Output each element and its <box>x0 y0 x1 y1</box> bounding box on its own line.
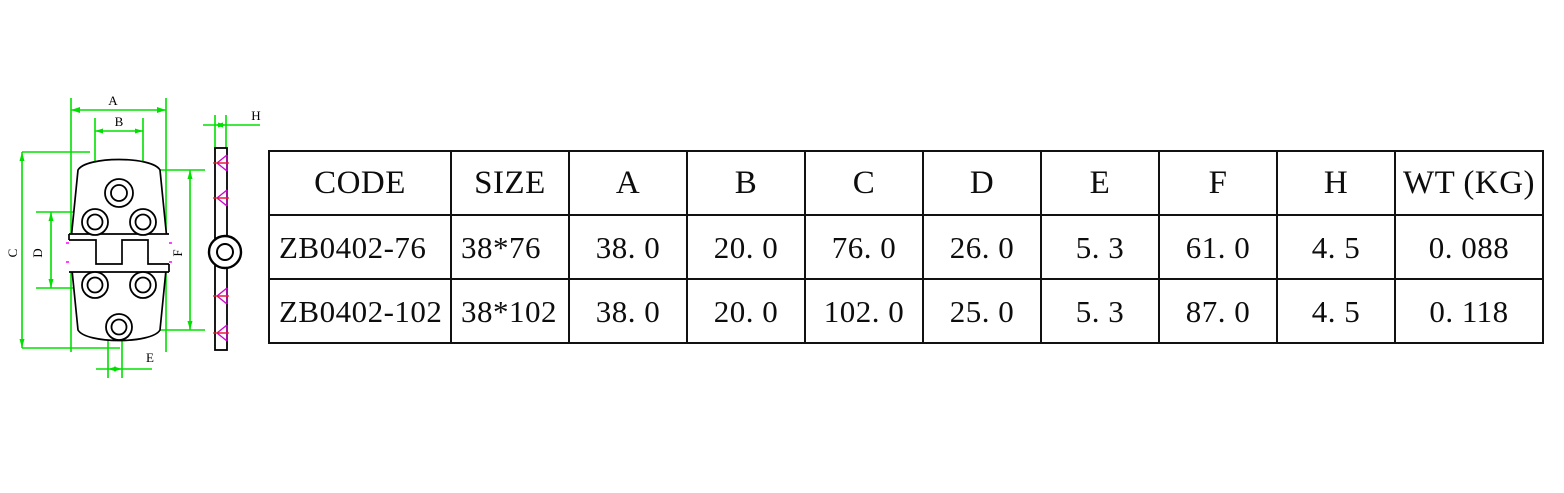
cell-code: ZB0402-102 <box>268 278 452 344</box>
cell-size: 38*76 <box>450 214 570 280</box>
cell-a: 38. 0 <box>568 214 688 280</box>
dimension-label-e: E <box>146 350 154 365</box>
cell-f: 87. 0 <box>1158 278 1278 344</box>
dimension-labels: A B C D E F H <box>5 93 261 365</box>
hinge-knuckle-front <box>68 233 170 273</box>
cell-d: 26. 0 <box>922 214 1042 280</box>
screw-holes <box>81 178 157 341</box>
cell-d: 25. 0 <box>922 278 1042 344</box>
countersink-details <box>213 154 229 342</box>
cell-c: 102. 0 <box>804 278 924 344</box>
cell-e: 5. 3 <box>1040 214 1160 280</box>
hinge-pin-knuckle <box>207 234 243 270</box>
hinge-specification-table: CODE SIZE A B C D E F H WT (KG) ZB0402-7… <box>268 150 1544 344</box>
dimension-label-c: C <box>5 249 20 258</box>
cell-e: 5. 3 <box>1040 278 1160 344</box>
column-header-e: E <box>1040 150 1160 216</box>
column-header-a: A <box>568 150 688 216</box>
dimension-label-a: A <box>108 93 118 108</box>
table-row: ZB0402-102 38*102 38. 0 20. 0 102. 0 25.… <box>268 278 1544 344</box>
dimension-label-b: B <box>115 114 124 129</box>
spec-table-container: CODE SIZE A B C D E F H WT (KG) ZB0402-7… <box>268 150 1544 344</box>
hinge-technical-drawing: A B C D E F H <box>5 93 261 378</box>
dimension-label-f: F <box>170 249 185 256</box>
cell-a: 38. 0 <box>568 278 688 344</box>
front-view-hinge-plate <box>66 158 172 342</box>
cell-h: 4. 5 <box>1276 278 1396 344</box>
dimension-arrowheads <box>19 107 226 372</box>
table-row: ZB0402-76 38*76 38. 0 20. 0 76. 0 26. 0 … <box>268 214 1544 280</box>
column-header-c: C <box>804 150 924 216</box>
cell-c: 76. 0 <box>804 214 924 280</box>
dimension-label-d: D <box>30 248 45 257</box>
cell-code: ZB0402-76 <box>268 214 452 280</box>
column-header-b: B <box>686 150 806 216</box>
side-view-hinge-section <box>207 147 243 351</box>
column-header-f: F <box>1158 150 1278 216</box>
column-header-wt: WT (KG) <box>1394 150 1544 216</box>
cell-f: 61. 0 <box>1158 214 1278 280</box>
column-header-size: SIZE <box>450 150 570 216</box>
column-header-d: D <box>922 150 1042 216</box>
table-header-row: CODE SIZE A B C D E F H WT (KG) <box>268 150 1544 216</box>
column-header-code: CODE <box>268 150 452 216</box>
cell-b: 20. 0 <box>686 278 806 344</box>
cell-wt: 0. 088 <box>1394 214 1544 280</box>
cell-h: 4. 5 <box>1276 214 1396 280</box>
dimension-label-h: H <box>251 108 260 123</box>
cell-b: 20. 0 <box>686 214 806 280</box>
cell-wt: 0. 118 <box>1394 278 1544 344</box>
cell-size: 38*102 <box>450 278 570 344</box>
column-header-h: H <box>1276 150 1396 216</box>
